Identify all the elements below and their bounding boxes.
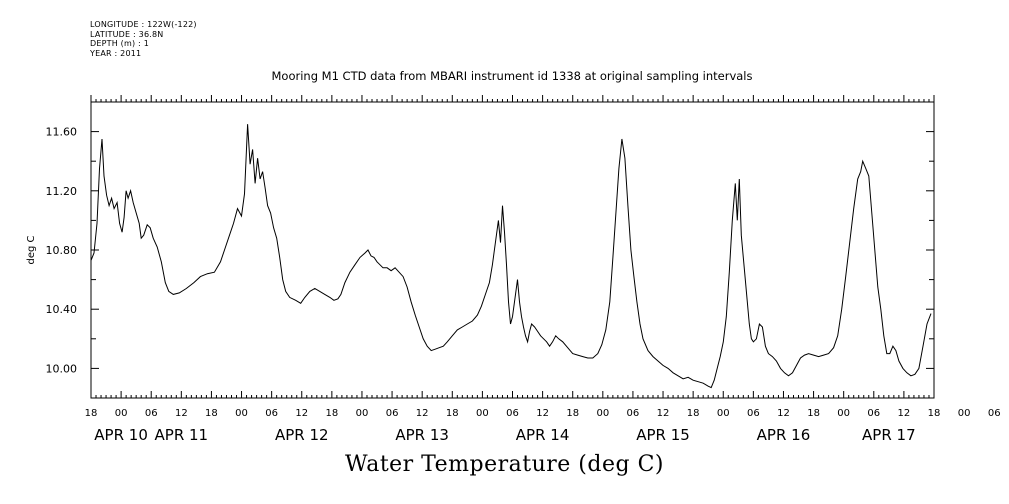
x-date-label: APR 10 [94, 426, 148, 444]
y-axis-label: deg C [26, 235, 37, 264]
x-tick-labels: 18 00 06 12 18 00 06 12 18 00 06 12 18 00 06 12 18 00 06 12… [85, 408, 1001, 419]
x-tick-label: 00 [837, 408, 850, 419]
x-tick-label: 00 [476, 408, 489, 419]
x-tick-label: 18 [205, 408, 218, 419]
x-tick-label: 18 [687, 408, 700, 419]
y-tick-label: 10.40 [46, 303, 78, 316]
variable-title: Water Temperature (deg C) [345, 452, 664, 477]
x-date-label: APR 13 [395, 426, 449, 444]
x-date-label: APR 15 [636, 426, 690, 444]
axis-ticks [90, 95, 935, 399]
x-date-label: APR 14 [516, 426, 570, 444]
x-tick-label: 18 [325, 408, 338, 419]
chart-title: Mooring M1 CTD data from MBARI instrumen… [272, 69, 753, 83]
x-tick-label: 18 [446, 408, 459, 419]
x-tick-label: 06 [627, 408, 640, 419]
x-date-label: APR 12 [275, 426, 329, 444]
x-tick-label: 00 [356, 408, 369, 419]
x-tick-label: 12 [295, 408, 308, 419]
metadata-block: LONGITUDE : 122W(-122) LATITUDE : 36.8N … [90, 20, 197, 58]
x-tick-label: 06 [265, 408, 278, 419]
x-tick-label: 18 [928, 408, 941, 419]
x-tick-label: 00 [596, 408, 609, 419]
x-tick-label: 06 [988, 408, 1001, 419]
x-tick-label: 00 [235, 408, 248, 419]
x-tick-label: 18 [807, 408, 820, 419]
x-tick-label: 18 [85, 408, 98, 419]
x-date-label: APR 17 [862, 426, 916, 444]
x-tick-label: 06 [867, 408, 880, 419]
latitude-label: LATITUDE : 36.8N [90, 29, 164, 39]
x-tick-label: 12 [777, 408, 790, 419]
x-tick-label: 12 [175, 408, 188, 419]
x-tick-label: 00 [115, 408, 128, 419]
x-tick-label: 12 [416, 408, 429, 419]
x-date-labels: APR 10 APR 11 APR 12 APR 13 APR 14 APR 15 APR … [94, 426, 915, 444]
x-tick-label: 18 [566, 408, 579, 419]
x-tick-label: 12 [536, 408, 549, 419]
x-tick-label: 12 [898, 408, 911, 419]
longitude-label: LONGITUDE : 122W(-122) [90, 20, 197, 29]
x-date-label: APR 16 [757, 426, 811, 444]
x-tick-label: 00 [717, 408, 730, 419]
x-tick-label: 12 [657, 408, 670, 419]
y-tick-labels: 10.00 10.40 10.80 11.20 11.60 [46, 126, 78, 376]
x-date-label: APR 11 [155, 426, 209, 444]
x-tick-label: 00 [958, 408, 971, 419]
x-tick-label: 06 [386, 408, 399, 419]
y-tick-label: 11.20 [46, 185, 78, 198]
y-tick-label: 10.00 [46, 362, 78, 375]
year-label: YEAR : 2011 [90, 48, 142, 58]
x-tick-label: 06 [145, 408, 158, 419]
y-tick-label: 10.80 [46, 244, 78, 257]
y-tick-label: 11.60 [46, 126, 78, 139]
depth-label: DEPTH (m) : 1 [90, 39, 149, 48]
x-tick-label: 06 [506, 408, 519, 419]
x-tick-label: 06 [747, 408, 760, 419]
series-line [90, 124, 932, 389]
